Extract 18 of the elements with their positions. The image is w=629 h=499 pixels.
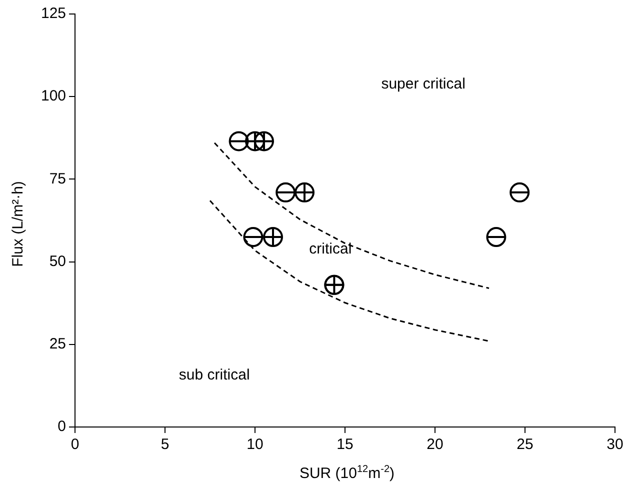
x-tick-label: 10 [246,436,264,454]
y-tick-label: 125 [40,5,66,22]
x-tick-label: 15 [336,436,354,454]
x-tick-label: 30 [606,436,624,454]
y-tick-label: 25 [49,336,66,353]
annotation: critical [309,240,352,258]
x-tick-label: 0 [70,436,80,454]
x-tick-label: 25 [516,436,534,454]
y-tick-label: 100 [40,88,66,105]
annotation: sub critical [178,366,250,384]
y-tick-label: 0 [58,418,66,436]
annotation: super critical [381,75,466,92]
x-tick-label: 5 [160,436,170,454]
y-axis-title: Flux (L/m²·h) [10,181,26,267]
y-tick-label: 75 [49,170,66,188]
x-tick-label: 20 [426,436,444,454]
y-tick-label: 50 [49,252,66,270]
x-axis-title: SUR (10$^{12}$m$^{-2}$) [298,464,396,482]
